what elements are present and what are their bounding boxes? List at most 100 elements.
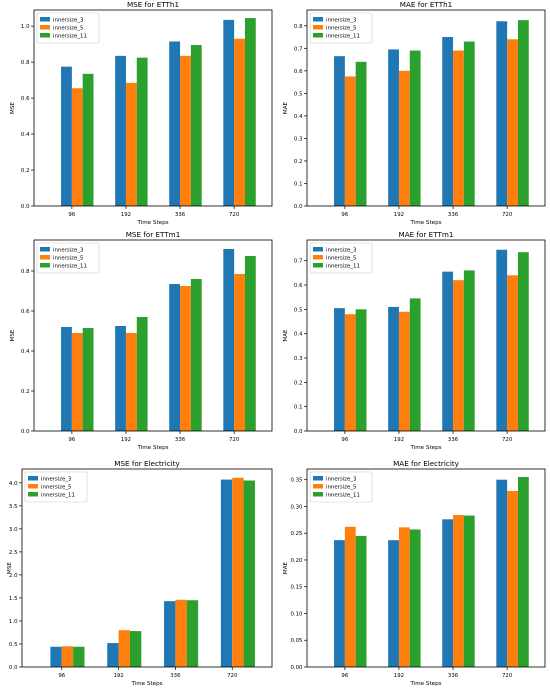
legend-swatch-innersize_5 bbox=[313, 255, 323, 260]
bar-innersize_3-96 bbox=[334, 56, 345, 207]
y-tick-label: 0.5 bbox=[294, 91, 303, 97]
bar-innersize_11-336 bbox=[190, 45, 202, 207]
legend-swatch-innersize_3 bbox=[40, 17, 50, 22]
legend-label: innersize_11 bbox=[326, 492, 360, 498]
x-tick-label: 720 bbox=[502, 673, 513, 679]
y-tick-label: 0.6 bbox=[21, 309, 30, 315]
y-tick-label: 1.5 bbox=[9, 596, 18, 602]
legend-box bbox=[309, 242, 373, 274]
x-axis-label: Time Steps bbox=[136, 220, 168, 226]
bar-innersize_5-336 bbox=[453, 50, 464, 206]
x-axis-label: Time Steps bbox=[409, 681, 441, 687]
y-tick-label: 0.1 bbox=[294, 405, 303, 411]
y-tick-label: 0.7 bbox=[294, 259, 303, 265]
bar-innersize_5-720 bbox=[232, 477, 244, 667]
legend-label: innersize_11 bbox=[53, 263, 87, 269]
legend-label: innersize_3 bbox=[326, 247, 356, 253]
x-tick-label: 192 bbox=[394, 212, 404, 218]
bar-innersize_11-720 bbox=[243, 480, 255, 667]
legend-swatch-innersize_3 bbox=[28, 476, 38, 481]
bar-innersize_5-336 bbox=[175, 599, 187, 667]
y-tick-label: 0.20 bbox=[290, 558, 303, 564]
x-tick-label: 336 bbox=[448, 673, 459, 679]
legend-box bbox=[36, 242, 100, 274]
bar-innersize_11-192 bbox=[409, 529, 421, 667]
legend-box bbox=[24, 471, 88, 503]
legend-swatch-innersize_11 bbox=[28, 492, 38, 497]
legend-swatch-innersize_3 bbox=[313, 17, 323, 22]
y-tick-label: 2.5 bbox=[9, 550, 18, 556]
plot-frame bbox=[306, 468, 546, 668]
bar-innersize_11-720 bbox=[517, 477, 529, 667]
bar-innersize_11-96 bbox=[82, 328, 94, 431]
legend-swatch-innersize_11 bbox=[313, 33, 323, 38]
bar-innersize_3-192 bbox=[115, 55, 126, 206]
legend-swatch-innersize_11 bbox=[313, 263, 323, 268]
bar-innersize_5-192 bbox=[398, 311, 410, 431]
bar-innersize_11-96 bbox=[355, 61, 367, 206]
y-axis-label: MAE bbox=[283, 329, 289, 342]
legend-swatch-innersize_11 bbox=[40, 263, 50, 268]
y-tick-label: 3.5 bbox=[9, 504, 18, 510]
bar-innersize_11-96 bbox=[82, 73, 94, 206]
legend-box bbox=[36, 12, 100, 44]
x-tick-label: 336 bbox=[448, 212, 459, 218]
legend-swatch-innersize_5 bbox=[40, 255, 50, 260]
bar-innersize_5-192 bbox=[118, 630, 130, 667]
bar-innersize_3-336 bbox=[442, 519, 454, 667]
y-tick-label: 0.6 bbox=[21, 96, 30, 102]
bar-innersize_3-336 bbox=[169, 284, 181, 431]
bar-innersize_3-192 bbox=[115, 326, 126, 431]
bar-innersize_5-336 bbox=[453, 515, 464, 667]
x-tick-label: 96 bbox=[58, 673, 65, 679]
y-tick-label: 0.1 bbox=[294, 181, 303, 187]
bar-innersize_11-192 bbox=[409, 50, 421, 206]
legend-label: innersize_5 bbox=[326, 255, 356, 261]
bar-innersize_11-96 bbox=[73, 646, 85, 667]
y-tick-label: 0.6 bbox=[294, 283, 303, 289]
bar-innersize_3-720 bbox=[496, 21, 508, 207]
bar-innersize_5-96 bbox=[344, 76, 356, 207]
y-tick-label: 0.35 bbox=[290, 478, 302, 484]
y-tick-label: 0.0 bbox=[21, 429, 30, 435]
chart-title: MAE for ETTh1 bbox=[400, 0, 452, 9]
bar-innersize_3-192 bbox=[388, 49, 399, 207]
y-tick-label: 0.30 bbox=[290, 504, 303, 510]
legend-label: innersize_5 bbox=[41, 484, 71, 490]
y-tick-label: 0.0 bbox=[9, 665, 18, 671]
y-axis-label: MAE bbox=[283, 561, 289, 574]
plot-frame bbox=[306, 9, 546, 207]
bar-innersize_3-336 bbox=[442, 37, 454, 206]
y-tick-label: 0.4 bbox=[21, 132, 30, 138]
x-tick-label: 96 bbox=[68, 212, 75, 218]
x-tick-label: 720 bbox=[227, 673, 238, 679]
legend-label: innersize_11 bbox=[326, 263, 360, 269]
bar-innersize_3-96 bbox=[61, 327, 72, 431]
y-tick-label: 0.0 bbox=[294, 429, 303, 435]
chart-1: MAE for ETTh1 0.0 0.1 0.2 0.3 0.4 0.5 0.6 0.7 0.8… bbox=[283, 0, 546, 226]
y-tick-label: 0.3 bbox=[294, 136, 303, 142]
plot-frame bbox=[33, 239, 273, 432]
chart-title: MSE for Electricity bbox=[114, 459, 180, 468]
x-tick-label: 336 bbox=[448, 437, 459, 443]
x-tick-label: 336 bbox=[175, 437, 186, 443]
bar-innersize_5-720 bbox=[507, 490, 518, 667]
chart-3: MAE for ETTm1 0.0 0.1 0.2 0.3 0.4 0.5 0.6 0.7 96 1… bbox=[283, 230, 546, 451]
x-tick-label: 96 bbox=[341, 212, 348, 218]
chart-title: MSE for ETTm1 bbox=[126, 230, 181, 239]
legend-label: innersize_3 bbox=[326, 476, 356, 482]
legend-label: innersize_5 bbox=[326, 25, 356, 31]
bar-innersize_3-720 bbox=[223, 19, 235, 206]
bar-innersize_3-720 bbox=[223, 249, 235, 431]
legend-swatch-innersize_3 bbox=[40, 247, 50, 252]
bar-innersize_5-192 bbox=[398, 70, 410, 206]
legend-label: innersize_11 bbox=[326, 33, 360, 39]
bar-innersize_11-96 bbox=[355, 535, 367, 667]
bar-innersize_11-720 bbox=[517, 252, 529, 431]
x-tick-label: 96 bbox=[341, 673, 348, 679]
y-tick-label: 0.8 bbox=[21, 60, 30, 66]
x-tick-label: 720 bbox=[502, 437, 513, 443]
bar-innersize_5-336 bbox=[180, 286, 191, 431]
bar-innersize_3-336 bbox=[169, 41, 181, 206]
x-tick-label: 96 bbox=[341, 437, 348, 443]
